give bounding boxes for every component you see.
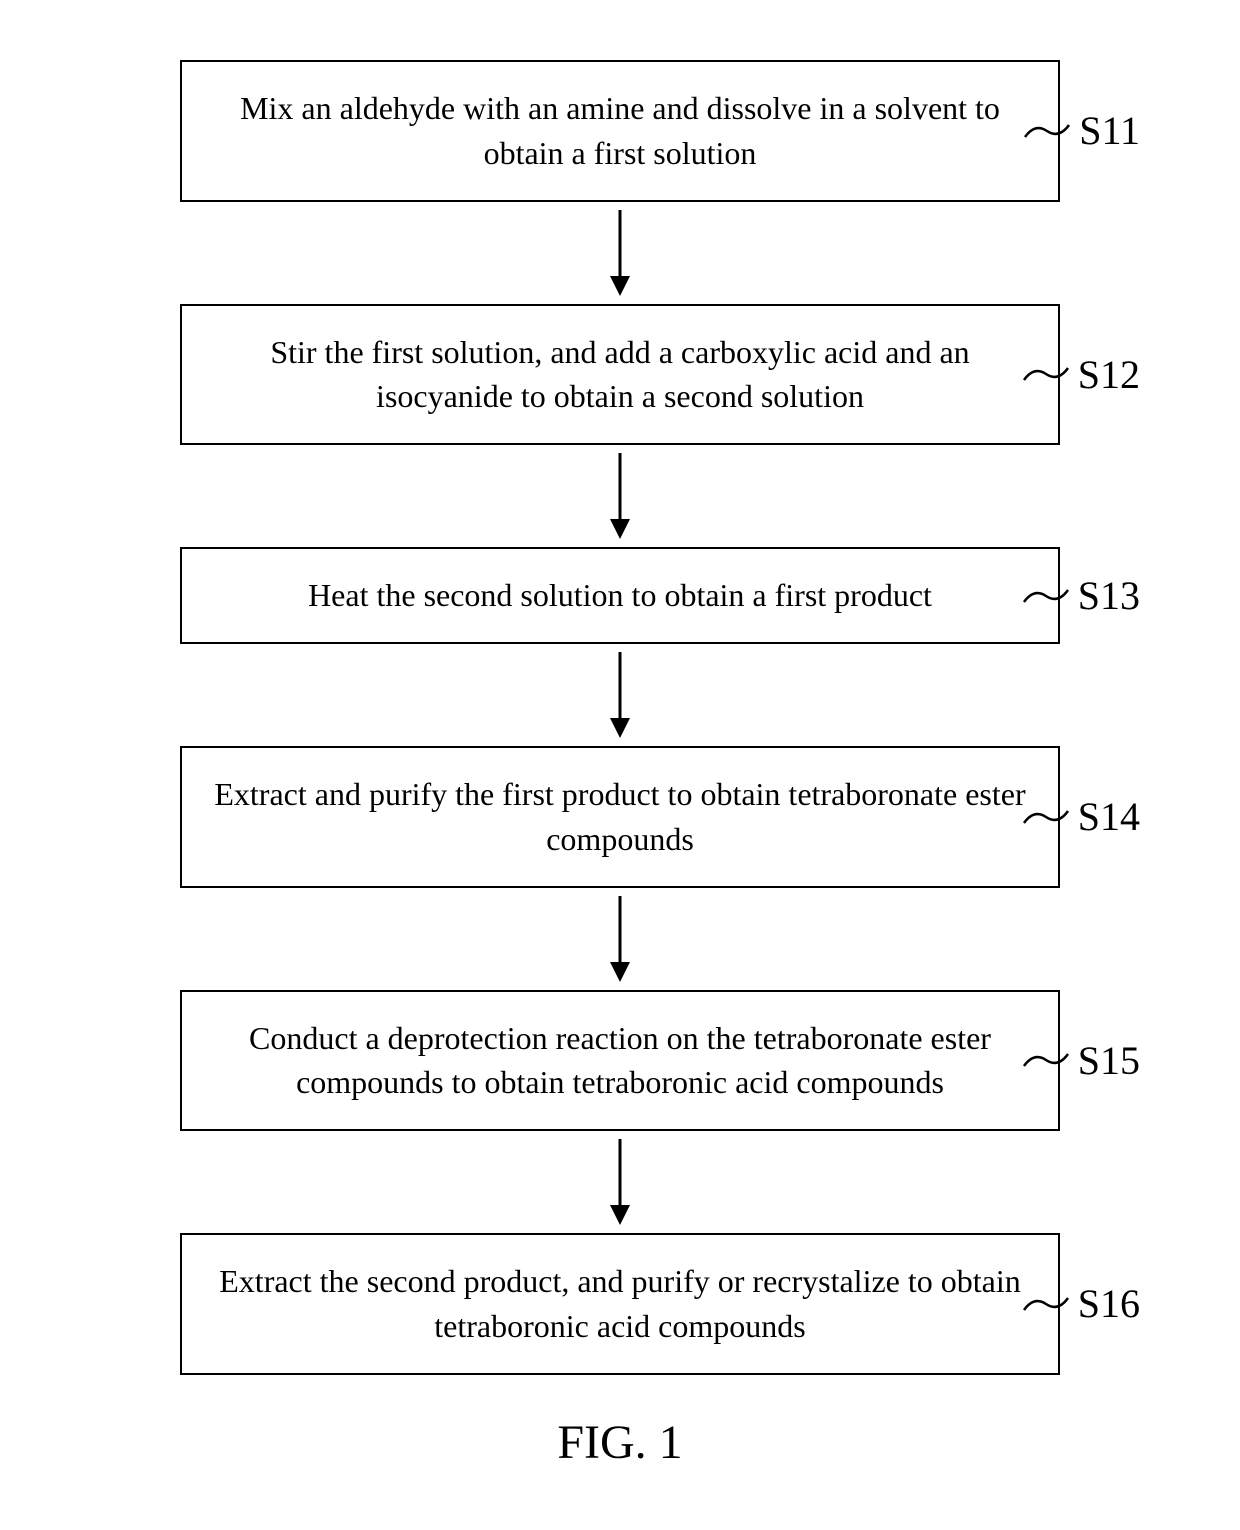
arrow-2	[605, 453, 635, 539]
step-box-s11: Mix an aldehyde with an amine and dissol…	[180, 60, 1060, 202]
step-label: S12	[1078, 351, 1140, 398]
step-label-container-s14: S14	[1022, 793, 1140, 840]
step-row-5: Conduct a deprotection reaction on the t…	[40, 990, 1200, 1132]
arrow-3	[605, 652, 635, 738]
arrow-icon	[605, 1139, 635, 1225]
tilde-icon	[1022, 805, 1070, 829]
arrow-icon	[605, 453, 635, 539]
step-row-4: Extract and purify the first product to …	[40, 746, 1200, 888]
arrow-1	[605, 210, 635, 296]
step-box-s14: Extract and purify the first product to …	[180, 746, 1060, 888]
step-row-2: Stir the first solution, and add a carbo…	[40, 304, 1200, 446]
flowchart-container: Mix an aldehyde with an amine and dissol…	[40, 60, 1200, 1470]
step-text: Extract the second product, and purify o…	[219, 1263, 1020, 1344]
arrow-icon	[605, 652, 635, 738]
tilde-icon	[1022, 1292, 1070, 1316]
step-row-1: Mix an aldehyde with an amine and dissol…	[40, 60, 1200, 202]
step-label-container-s12: S12	[1022, 351, 1140, 398]
step-text: Stir the first solution, and add a carbo…	[270, 334, 969, 415]
step-label-container-s13: S13	[1022, 572, 1140, 619]
tilde-icon	[1022, 1048, 1070, 1072]
step-label: S16	[1078, 1280, 1140, 1327]
step-label-container-s11: S11	[1023, 107, 1140, 154]
step-box-s12: Stir the first solution, and add a carbo…	[180, 304, 1060, 446]
step-label: S13	[1078, 572, 1140, 619]
step-box-s13: Heat the second solution to obtain a fir…	[180, 547, 1060, 644]
step-text: Extract and purify the first product to …	[214, 776, 1025, 857]
step-text: Heat the second solution to obtain a fir…	[308, 577, 932, 613]
step-label-container-s15: S15	[1022, 1037, 1140, 1084]
tilde-icon	[1023, 119, 1071, 143]
step-row-3: Heat the second solution to obtain a fir…	[40, 547, 1200, 644]
step-label: S15	[1078, 1037, 1140, 1084]
tilde-icon	[1022, 362, 1070, 386]
step-box-s16: Extract the second product, and purify o…	[180, 1233, 1060, 1375]
step-label-container-s16: S16	[1022, 1280, 1140, 1327]
arrow-5	[605, 1139, 635, 1225]
figure-label: FIG. 1	[557, 1415, 682, 1470]
step-text: Mix an aldehyde with an amine and dissol…	[240, 90, 1000, 171]
tilde-icon	[1022, 584, 1070, 608]
step-row-6: Extract the second product, and purify o…	[40, 1233, 1200, 1375]
step-label: S14	[1078, 793, 1140, 840]
arrow-icon	[605, 896, 635, 982]
arrow-4	[605, 896, 635, 982]
step-box-s15: Conduct a deprotection reaction on the t…	[180, 990, 1060, 1132]
step-label: S11	[1079, 107, 1140, 154]
step-text: Conduct a deprotection reaction on the t…	[249, 1020, 991, 1101]
arrow-icon	[605, 210, 635, 296]
